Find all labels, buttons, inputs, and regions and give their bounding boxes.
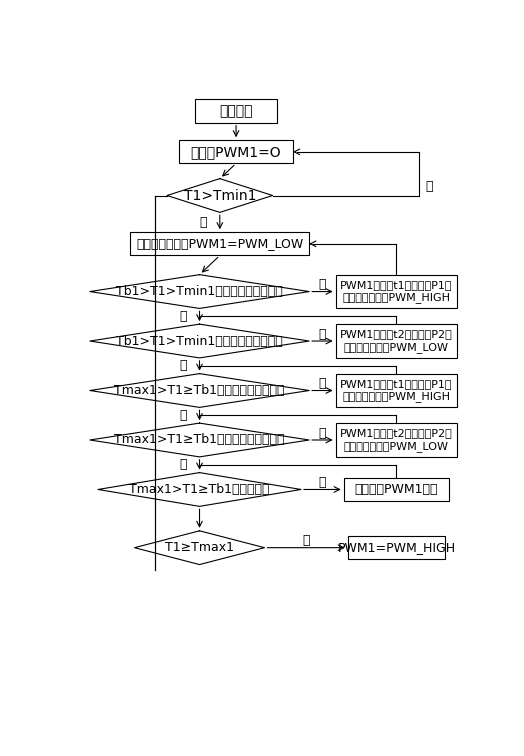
Text: Tmax1>T1≥Tb1，且温度呼下降趋势: Tmax1>T1≥Tb1，且温度呼下降趋势 [114,433,285,447]
Polygon shape [98,472,301,507]
Text: PWM1以周期t2和递减量P2的
速度降低，直至PWM_LOW: PWM1以周期t2和递减量P2的 速度降低，直至PWM_LOW [340,429,453,451]
Text: 是: 是 [319,327,326,340]
Text: PWM1以周期t1和递增量P1的
速度升高，直至PWM_HIGH: PWM1以周期t1和递增量P1的 速度升高，直至PWM_HIGH [340,280,453,303]
Text: 是: 是 [302,534,310,547]
Text: 否: 否 [425,180,433,194]
FancyBboxPatch shape [130,232,309,256]
Text: 否: 否 [180,359,187,372]
Text: 是: 是 [319,426,326,439]
Text: Tmax1>T1≥Tb1，温度不变: Tmax1>T1≥Tb1，温度不变 [129,483,270,496]
FancyBboxPatch shape [179,140,293,163]
Text: T1>Tmin1: T1>Tmin1 [183,188,256,203]
FancyBboxPatch shape [335,373,457,407]
Text: 进入循环模式，PWM1=PWM_LOW: 进入循环模式，PWM1=PWM_LOW [136,237,303,250]
Text: 维持当前PWM1不变: 维持当前PWM1不变 [355,483,438,496]
Polygon shape [90,373,309,407]
Text: PWM1以周期t2和递减量P2的
速度降低，直至PWM_LOW: PWM1以周期t2和递减量P2的 速度降低，直至PWM_LOW [340,330,453,353]
Polygon shape [90,423,309,457]
Text: Tb1>T1>Tmin1，且温度下降或不变: Tb1>T1>Tmin1，且温度下降或不变 [116,335,283,348]
Text: 是: 是 [319,377,326,390]
Polygon shape [167,178,272,212]
Text: 否: 否 [180,310,187,323]
Polygon shape [90,274,309,308]
FancyBboxPatch shape [335,423,457,457]
Text: 是: 是 [200,215,208,229]
Text: PWM1以周期t1和递增量P1的
速度升高，直至PWM_HIGH: PWM1以周期t1和递增量P1的 速度升高，直至PWM_HIGH [340,379,453,402]
FancyBboxPatch shape [335,324,457,358]
FancyBboxPatch shape [335,274,457,308]
Text: 初始化PWM1=O: 初始化PWM1=O [191,145,281,159]
Text: PWM1=PWM_HIGH: PWM1=PWM_HIGH [337,541,455,554]
Polygon shape [135,531,265,565]
Text: 是: 是 [319,278,326,291]
Text: Tb1>T1>Tmin1，且温度呼上升趋势: Tb1>T1>Tmin1，且温度呼上升趋势 [116,285,283,298]
FancyBboxPatch shape [344,478,449,501]
Text: 是: 是 [319,476,326,489]
FancyBboxPatch shape [195,100,277,122]
FancyBboxPatch shape [348,536,445,559]
Text: 否: 否 [180,458,187,471]
Polygon shape [90,324,309,358]
Text: 工作模式: 工作模式 [220,104,253,118]
Text: 否: 否 [180,409,187,422]
Text: Tmax1>T1≥Tb1，且温度呼上升趋势: Tmax1>T1≥Tb1，且温度呼上升趋势 [114,384,285,397]
Text: T1≥Tmax1: T1≥Tmax1 [165,541,234,554]
